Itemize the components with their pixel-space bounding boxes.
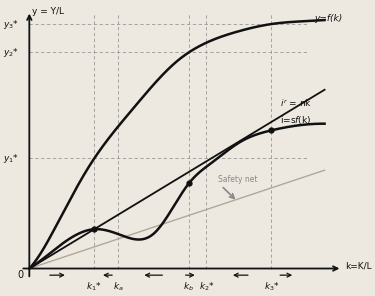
Text: i=s$f$(k): i=s$f$(k) — [280, 114, 312, 126]
Text: y = Y/L: y = Y/L — [32, 7, 64, 16]
Text: $y_1$*: $y_1$* — [3, 152, 19, 165]
Text: $k_2$*: $k_2$* — [199, 281, 214, 293]
Text: $y_3$*: $y_3$* — [3, 17, 19, 30]
Text: 0: 0 — [17, 270, 24, 280]
Text: $k_1$*: $k_1$* — [86, 281, 102, 293]
Text: y=f(k): y=f(k) — [314, 14, 342, 22]
Text: $k_b$: $k_b$ — [183, 281, 194, 293]
Text: $y_2$*: $y_2$* — [3, 46, 19, 59]
Text: k=K/L: k=K/L — [345, 261, 372, 270]
Text: Safety net: Safety net — [218, 175, 258, 184]
Text: $k_3$*: $k_3$* — [264, 281, 279, 293]
Text: $i^r$ = nk: $i^r$ = nk — [280, 97, 313, 109]
Text: $k_a$: $k_a$ — [112, 281, 123, 293]
